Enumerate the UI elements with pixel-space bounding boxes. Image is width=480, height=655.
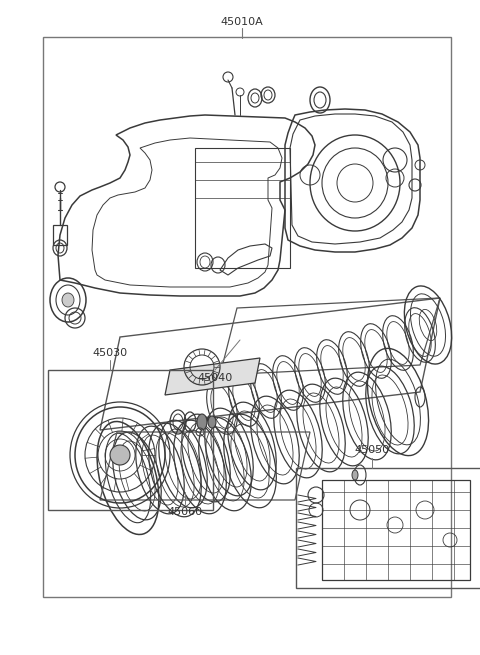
Bar	[322, 480, 470, 580]
Ellipse shape	[110, 445, 130, 465]
Bar	[296, 468, 480, 588]
Text: 45060: 45060	[168, 507, 203, 517]
Bar	[43, 37, 451, 597]
Bar	[48, 370, 213, 510]
Ellipse shape	[197, 414, 207, 430]
Bar	[53, 225, 67, 245]
Text: 45050: 45050	[354, 445, 390, 455]
Bar	[195, 148, 290, 268]
Text: 45040: 45040	[197, 373, 233, 383]
Ellipse shape	[62, 293, 74, 307]
Text: 45030: 45030	[93, 348, 128, 358]
Ellipse shape	[352, 470, 358, 480]
Polygon shape	[165, 358, 260, 395]
Text: 45010A: 45010A	[221, 17, 264, 27]
Ellipse shape	[208, 416, 216, 428]
